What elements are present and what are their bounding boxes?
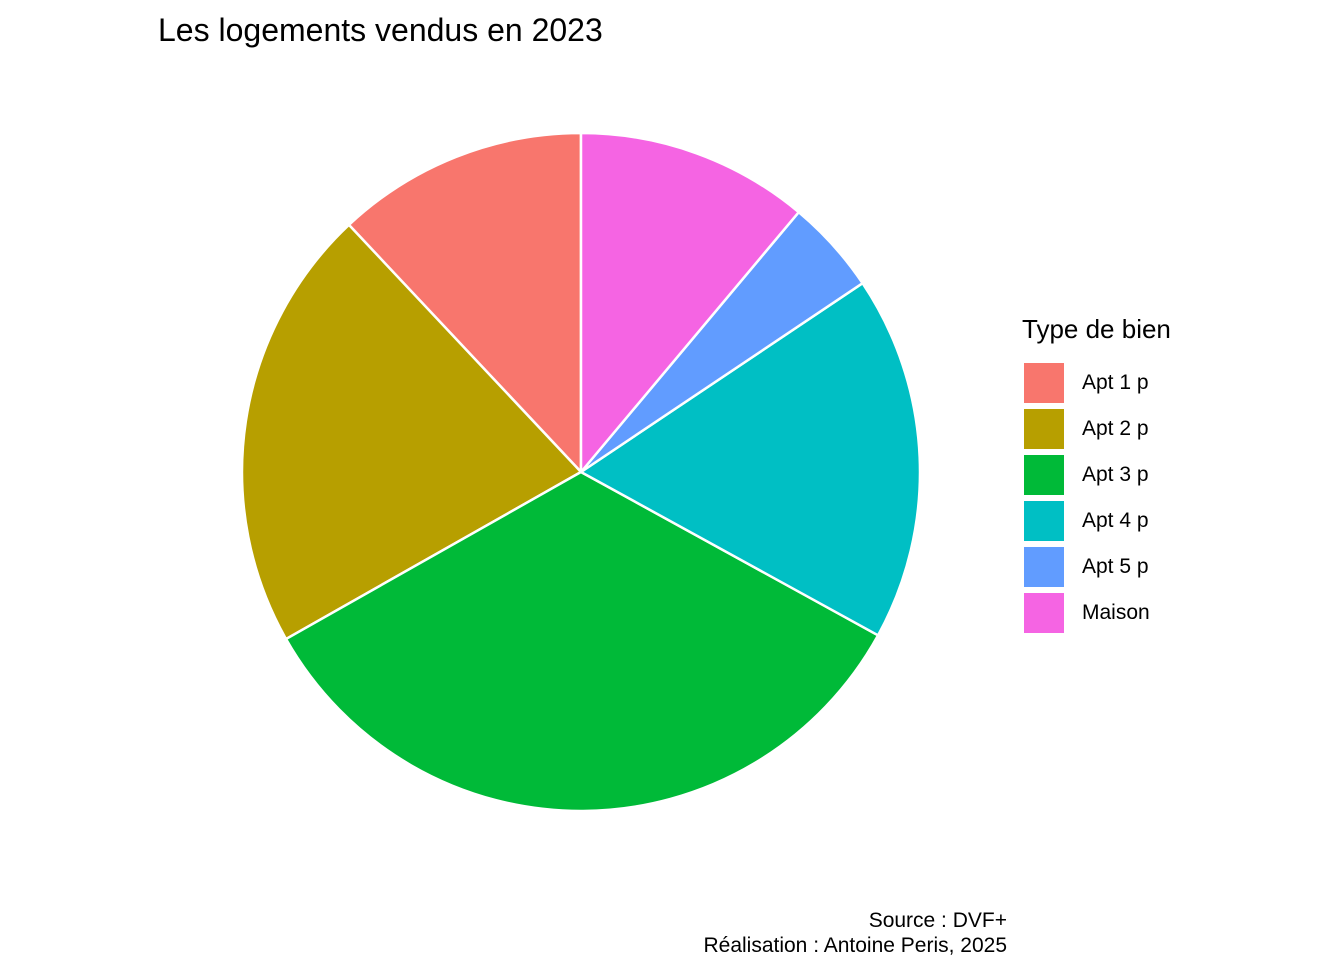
chart-title: Les logements vendus en 2023 [158,12,603,48]
legend-item: Maison [1022,590,1171,636]
legend-label: Apt 2 p [1082,417,1149,440]
pie-slice-apt-3-p [284,470,880,813]
legend-swatch [1024,593,1064,633]
legend-label: Apt 3 p [1082,463,1149,486]
legend-item: Apt 3 p [1022,452,1171,498]
legend-label: Apt 4 p [1082,509,1149,532]
pie-slice-maison [579,131,800,474]
legend-swatch [1024,363,1064,403]
legend-item: Apt 2 p [1022,406,1171,452]
pie-slice-apt-2-p [240,223,583,641]
legend: Type de bien Apt 1 p Apt 2 p Apt 3 p Apt 4 … [1022,312,1171,636]
pie-slice-apt-4-p [579,281,922,637]
legend-swatch [1024,409,1064,449]
legend-item: Apt 5 p [1022,544,1171,590]
caption-author: Réalisation : Antoine Peris, 2025 [703,934,1007,957]
legend-item: Apt 1 p [1022,360,1171,406]
legend-label: Apt 1 p [1082,371,1149,394]
pie-slice-apt-1-p [347,131,583,474]
legend-label: Maison [1082,601,1150,624]
legend-title: Type de bien [1022,314,1171,344]
legend-items: Apt 1 p Apt 2 p Apt 3 p Apt 4 p Apt 5 p Maiso… [1022,360,1171,636]
caption-source: Source : DVF+ [868,909,1007,932]
legend-swatch [1024,455,1064,495]
caption: Source : DVF+ Réalisation : Antoine Peri… [703,908,1007,958]
legend-swatch [1024,547,1064,587]
legend-item: Apt 4 p [1022,498,1171,544]
pie-slices [240,131,922,813]
legend-swatch [1024,501,1064,541]
legend-label: Apt 5 p [1082,555,1149,578]
